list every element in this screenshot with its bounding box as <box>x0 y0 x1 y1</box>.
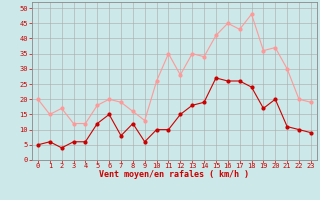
X-axis label: Vent moyen/en rafales ( km/h ): Vent moyen/en rafales ( km/h ) <box>100 170 249 179</box>
